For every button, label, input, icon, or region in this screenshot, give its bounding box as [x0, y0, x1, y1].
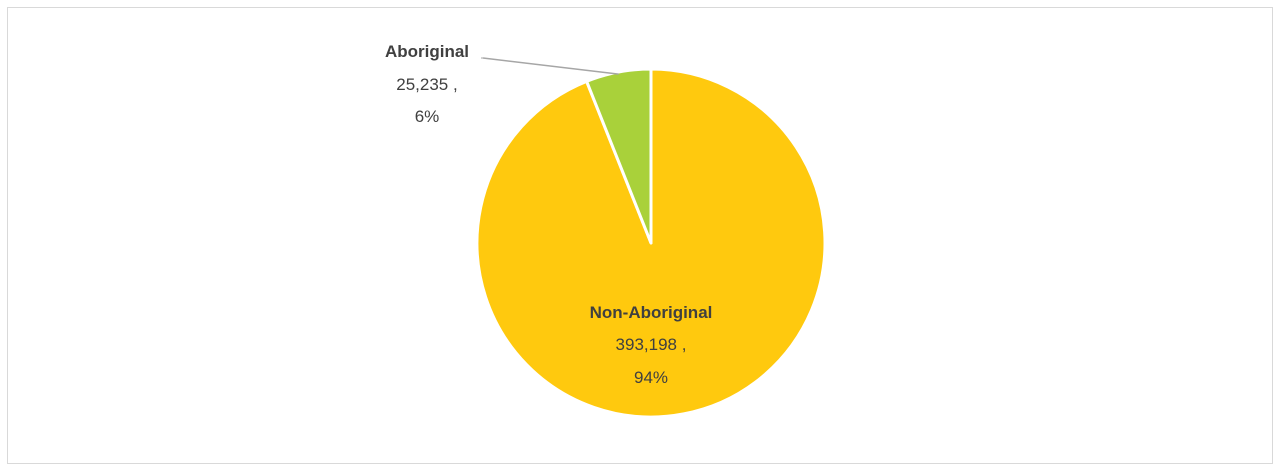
- label-non-aboriginal-value: 393,198 ,: [616, 335, 687, 354]
- label-aboriginal-percent: 6%: [415, 107, 440, 126]
- aboriginal-leader-line: [482, 57, 619, 75]
- label-non-aboriginal-name: Non-Aboriginal: [590, 303, 713, 322]
- pie-slice-aboriginal: [585, 67, 653, 245]
- pie-slices: [475, 67, 827, 419]
- label-non-aboriginal: Non-Aboriginal 393,198 , 94%: [590, 303, 713, 387]
- label-aboriginal: Aboriginal 25,235 , 6%: [385, 42, 469, 126]
- label-aboriginal-value: 25,235 ,: [396, 75, 457, 94]
- label-aboriginal-name: Aboriginal: [385, 42, 469, 61]
- label-non-aboriginal-percent: 94%: [634, 368, 668, 387]
